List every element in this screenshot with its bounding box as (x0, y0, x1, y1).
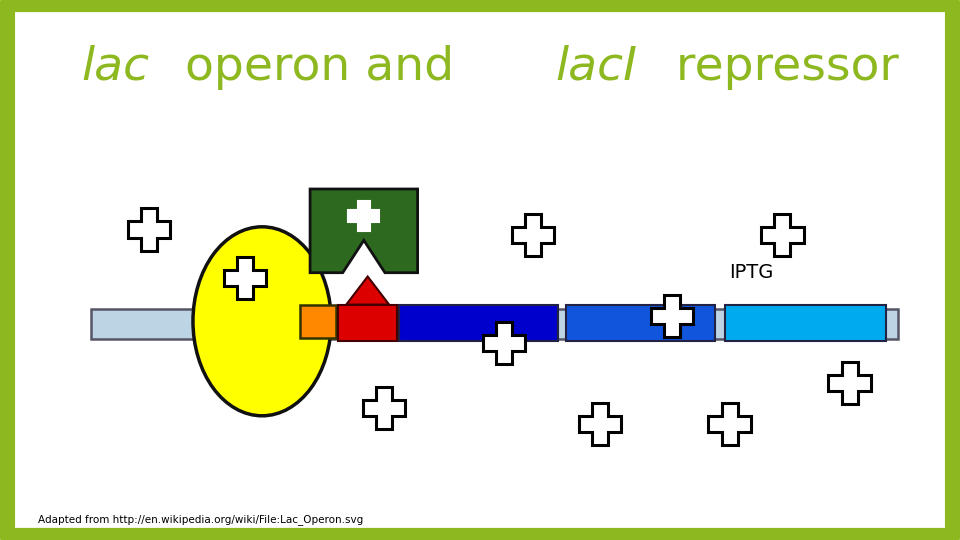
Text: lac: lac (82, 45, 150, 90)
Bar (399, 305, 558, 341)
FancyBboxPatch shape (7, 4, 953, 536)
Bar (300, 305, 336, 338)
Bar (725, 305, 886, 341)
Polygon shape (310, 189, 418, 273)
Text: IPTG: IPTG (730, 263, 774, 282)
Text: operon and: operon and (170, 45, 468, 90)
Text: repressor: repressor (661, 45, 900, 90)
Polygon shape (828, 362, 871, 404)
Bar (91, 309, 898, 339)
Polygon shape (651, 295, 693, 337)
Polygon shape (708, 403, 751, 445)
Bar (338, 305, 397, 341)
Polygon shape (761, 214, 804, 256)
Polygon shape (483, 322, 525, 364)
Polygon shape (347, 276, 389, 305)
Polygon shape (128, 208, 170, 251)
Polygon shape (348, 201, 379, 231)
Polygon shape (224, 257, 266, 299)
Polygon shape (363, 387, 405, 429)
Text: Adapted from http://en.wikipedia.org/wiki/File:Lac_Operon.svg: Adapted from http://en.wikipedia.org/wik… (38, 514, 364, 525)
Polygon shape (579, 403, 621, 445)
Ellipse shape (193, 227, 331, 416)
Bar (566, 305, 715, 341)
Polygon shape (512, 214, 554, 256)
Text: lacI: lacI (556, 45, 637, 90)
